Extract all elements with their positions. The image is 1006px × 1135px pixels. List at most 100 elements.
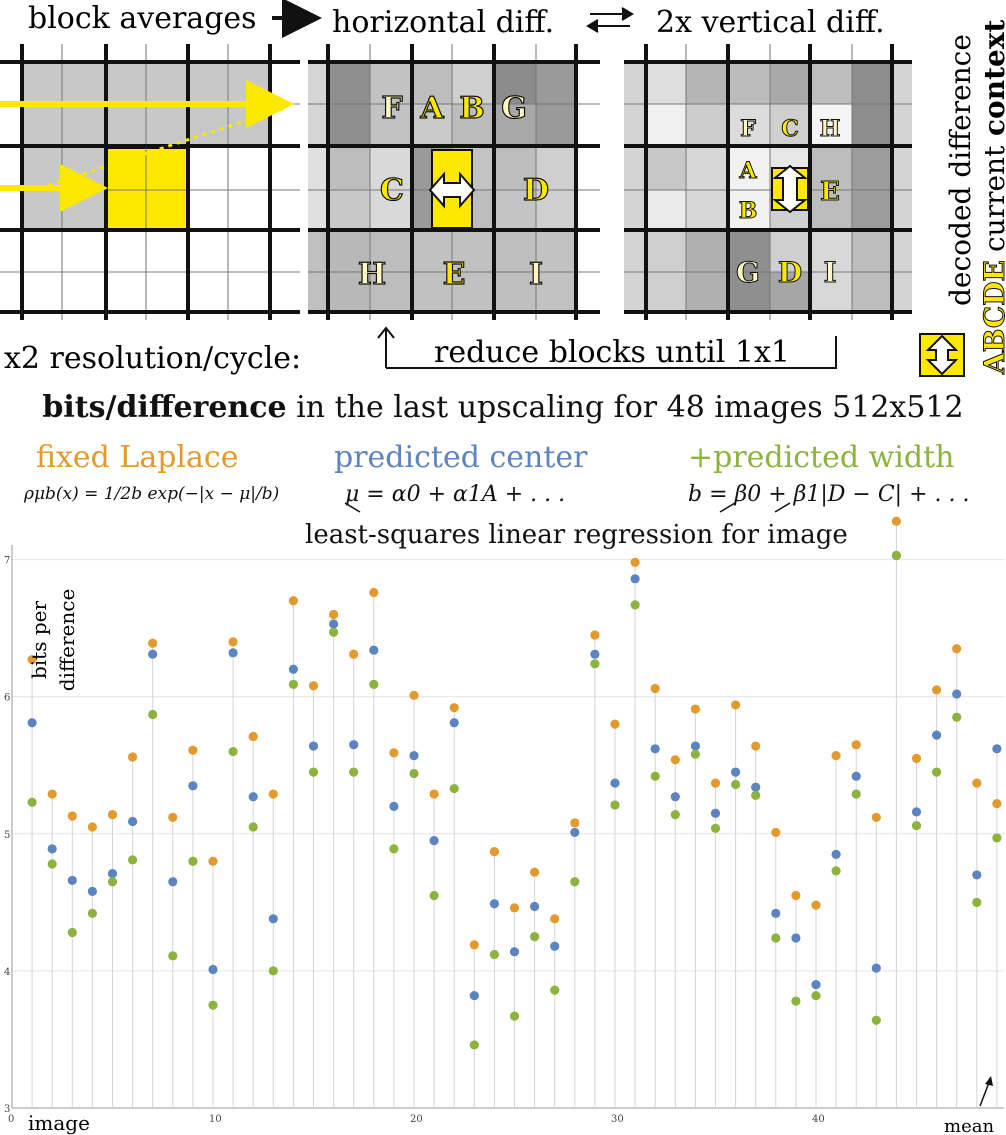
data-point [429, 789, 439, 799]
data-point [228, 637, 238, 647]
shade-cell [646, 230, 686, 272]
data-point [771, 933, 781, 943]
data-point [972, 778, 982, 788]
data-point [349, 767, 359, 777]
shade-cell [852, 146, 892, 190]
data-point [811, 900, 821, 910]
x-axis-label: image [28, 1111, 90, 1135]
shade-cell [810, 146, 852, 190]
context-letter-g: G [736, 256, 760, 289]
data-point [248, 731, 258, 742]
data-point [952, 644, 962, 654]
data-point [449, 703, 459, 713]
shade-cell [810, 62, 852, 104]
data-point [871, 963, 881, 973]
shade-cell [770, 272, 810, 312]
data-point [107, 810, 118, 820]
data-point [650, 683, 660, 694]
shade-cell [328, 104, 370, 146]
data-point [107, 868, 118, 879]
x-tick-label: 30 [611, 1114, 624, 1125]
data-point [710, 823, 721, 833]
block-averages-label: block averages [28, 1, 257, 36]
data-point [751, 741, 761, 751]
data-point [831, 866, 841, 876]
data-point [650, 771, 660, 781]
shade-cell [646, 190, 686, 230]
data-point [509, 1011, 520, 1021]
data-point [710, 778, 721, 788]
data-point [308, 767, 319, 777]
shade-cell [728, 230, 770, 272]
shade-cell [728, 146, 770, 190]
context-letter-a: A [419, 91, 444, 126]
reduce-blocks-label: reduce blocks until 1x1 [434, 335, 790, 370]
y-tick-label: 3 [4, 1104, 10, 1115]
data-point [952, 712, 962, 722]
y-axis-label: bits per difference [27, 589, 79, 692]
context-letter-e: E [443, 257, 466, 292]
data-point [751, 782, 761, 792]
shade-cell [852, 62, 892, 104]
data-point [148, 709, 158, 720]
shade-cell [646, 104, 686, 146]
y-tick-label: 6 [4, 693, 10, 704]
data-point [469, 1040, 479, 1050]
data-point [429, 890, 439, 901]
shade-cell [536, 230, 576, 272]
data-point [731, 779, 741, 790]
context-letter-d: D [523, 173, 549, 208]
shade-cell [810, 230, 852, 272]
shade-cell [308, 230, 328, 272]
data-point [349, 740, 359, 750]
data-point [168, 812, 178, 822]
shade-cell [624, 272, 646, 312]
x-tick-label: 0 [8, 1114, 14, 1125]
data-point [268, 966, 278, 976]
x-tick-label: 40 [812, 1114, 825, 1125]
swap-arrows-icon [586, 7, 634, 33]
shade-cell [852, 230, 892, 272]
shade-cell [452, 230, 494, 272]
data-point [329, 627, 339, 637]
data-point [811, 980, 821, 990]
data-point [992, 833, 1002, 843]
data-point [509, 903, 520, 913]
data-point [288, 664, 298, 674]
shade-cell [892, 146, 912, 190]
data-point [188, 745, 198, 755]
data-point [369, 587, 379, 598]
shade-cell [370, 62, 412, 104]
data-point [87, 886, 97, 896]
data-point [690, 741, 701, 751]
data-point [509, 947, 520, 957]
shade-cell [370, 190, 412, 230]
data-point [911, 807, 922, 817]
data-point [107, 877, 118, 887]
x-tick-label: 10 [209, 1114, 222, 1125]
shade-cell [624, 146, 646, 190]
shade-cell [646, 62, 686, 104]
data-point [932, 685, 942, 695]
data-point [349, 649, 359, 659]
data-point [851, 771, 861, 781]
shade-cell [536, 146, 576, 190]
shade-cell [624, 190, 646, 230]
chart-title-rest: in the last upscaling for 48 images 512x… [296, 390, 964, 425]
data-point [128, 816, 138, 827]
data-point [308, 741, 319, 751]
shade-cell [308, 272, 328, 312]
shade-cell [494, 104, 536, 146]
context-letter-c: C [781, 116, 799, 142]
shade-cell [536, 190, 576, 230]
data-point [208, 964, 218, 975]
context-letter-d: D [778, 256, 802, 289]
data-point [871, 812, 881, 822]
data-point [409, 768, 419, 779]
data-point [992, 799, 1002, 809]
data-point [690, 749, 701, 759]
chart-title-bold: bits/difference [42, 390, 287, 425]
data-point [932, 730, 942, 740]
data-point [610, 800, 620, 810]
shade-cell [686, 230, 728, 272]
